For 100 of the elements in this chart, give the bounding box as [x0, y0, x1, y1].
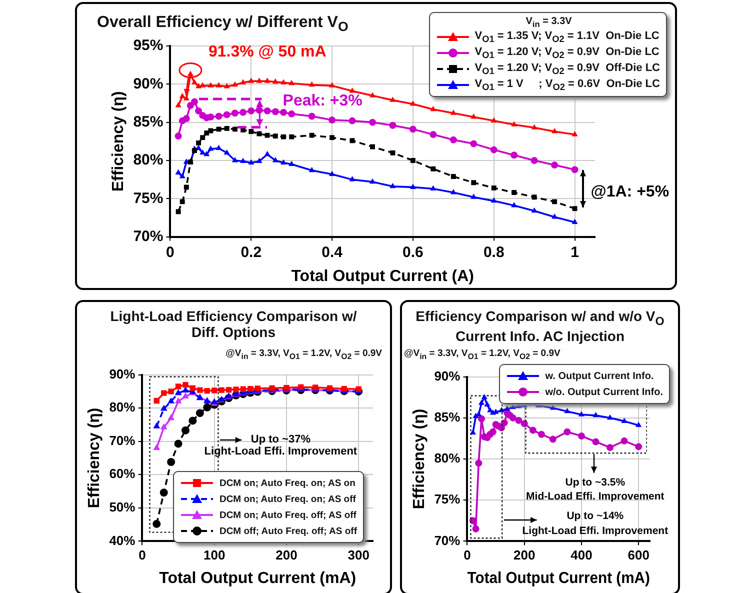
y-tick-label: 70% — [434, 532, 461, 548]
point — [224, 149, 230, 155]
x-tick-label: 1 — [570, 244, 579, 261]
point — [183, 95, 190, 100]
point — [195, 107, 202, 114]
point — [390, 96, 396, 102]
point — [226, 386, 232, 393]
point — [531, 124, 538, 130]
point — [329, 82, 336, 88]
point — [224, 82, 230, 88]
point — [232, 81, 238, 87]
annotation: Up to ~37% — [250, 434, 311, 446]
point — [370, 144, 375, 150]
point — [390, 150, 396, 156]
point — [281, 134, 286, 140]
point — [564, 428, 571, 436]
point — [572, 131, 578, 136]
x-tick-label: 200 — [513, 548, 536, 563]
point — [264, 78, 270, 83]
point — [280, 159, 287, 165]
point — [538, 430, 545, 438]
point — [409, 126, 416, 133]
point — [182, 115, 190, 122]
point — [180, 199, 185, 204]
point — [208, 82, 214, 88]
point — [531, 207, 538, 213]
point — [504, 405, 510, 411]
annotation: @1A: +5% — [590, 183, 670, 200]
point — [181, 426, 190, 434]
point — [179, 92, 186, 98]
point — [349, 176, 356, 182]
point — [475, 460, 482, 467]
y-tick-label: 90% — [434, 368, 461, 384]
point — [470, 113, 477, 119]
point — [478, 415, 485, 422]
point — [168, 388, 174, 394]
point — [484, 401, 490, 406]
point — [578, 411, 584, 416]
point — [240, 79, 246, 84]
x-tick-label: 300 — [348, 548, 370, 563]
point — [328, 116, 336, 124]
point — [491, 185, 496, 190]
point — [490, 197, 497, 203]
y-tick-label: 90% — [109, 366, 136, 382]
annotation: Light-Load Effi. Improvement — [204, 445, 358, 458]
point — [272, 134, 278, 139]
y-tick-label: 90% — [133, 75, 164, 92]
point — [153, 444, 160, 450]
point — [549, 436, 556, 443]
point — [606, 414, 614, 420]
chart-title: Light-Load Efficiency Comparison w/ Diff. Options — [109, 308, 358, 340]
annotation: Up to ~3.5% — [565, 476, 626, 489]
x-tick-label: 0 — [138, 548, 146, 563]
point — [248, 107, 255, 114]
point — [450, 110, 456, 115]
point — [160, 423, 168, 430]
point — [153, 422, 160, 428]
point — [470, 429, 476, 434]
legend-label: DCM on; Auto Freq. off; AS off — [219, 510, 356, 520]
point — [308, 112, 316, 120]
y-axis-title: Efficiency (η) — [411, 408, 428, 510]
y-tick-label: 80% — [434, 450, 461, 466]
point — [256, 131, 262, 136]
point — [430, 185, 436, 190]
point — [232, 126, 238, 132]
point — [160, 488, 168, 497]
point — [190, 98, 198, 106]
y-tick-label: 75% — [133, 190, 164, 207]
point — [470, 194, 477, 199]
y-tick-label: 85% — [434, 409, 461, 424]
point — [349, 88, 356, 93]
point — [182, 392, 189, 398]
legend-label: DCM on; Auto Freq. on; AS off — [219, 494, 356, 504]
point — [572, 218, 578, 224]
x-axis-title: Total Output Current (A) — [291, 268, 474, 285]
point — [272, 108, 279, 116]
point — [552, 213, 558, 219]
point — [204, 150, 210, 156]
x-tick-label: 0.6 — [402, 244, 424, 261]
legend-label: w. Output Current Info. — [545, 370, 654, 382]
point — [430, 106, 436, 112]
point — [240, 108, 247, 116]
point — [329, 170, 336, 176]
x-tick-label: 100 — [203, 548, 226, 563]
point — [264, 107, 271, 114]
point — [308, 81, 315, 87]
y-axis-title: Efficiency (η) — [86, 408, 104, 508]
point — [223, 111, 230, 118]
point — [248, 129, 254, 134]
legend-label: w/o. Output Current Info. — [545, 386, 663, 398]
point — [152, 520, 161, 528]
point — [240, 386, 246, 392]
point — [288, 110, 296, 118]
point — [430, 166, 436, 172]
y-tick-label: 80% — [109, 400, 136, 415]
point — [264, 150, 270, 156]
point — [175, 169, 182, 174]
point — [212, 388, 218, 394]
x-tick-label: 0 — [464, 548, 471, 563]
x-axis-title: Total Output Current (mA) — [159, 570, 356, 587]
